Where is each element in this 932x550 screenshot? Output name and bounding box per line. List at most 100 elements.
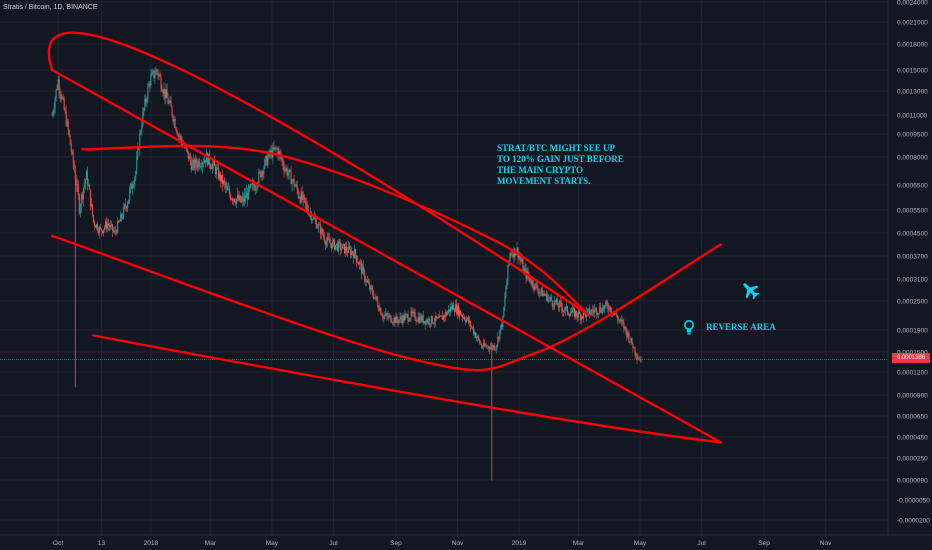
candle-body — [125, 204, 127, 208]
candle-body — [437, 317, 439, 319]
candle-body — [620, 319, 622, 321]
candle-body — [290, 171, 292, 185]
candle-body — [303, 195, 305, 198]
candle-body — [594, 309, 596, 313]
trend-arc — [81, 144, 591, 317]
candle-body — [362, 266, 364, 274]
candle-body — [551, 300, 553, 306]
candle-body — [484, 342, 486, 346]
candle-body — [332, 239, 334, 242]
candle-body — [379, 308, 381, 311]
candle-body — [539, 291, 541, 293]
candle-body — [179, 136, 181, 137]
candle-body — [185, 146, 187, 149]
candle-body — [606, 301, 608, 305]
candle-body — [364, 270, 366, 281]
candle-body — [53, 108, 55, 113]
candle-body — [85, 171, 87, 180]
candle-body — [369, 283, 371, 290]
candle-body — [300, 191, 302, 203]
candle-body — [310, 213, 312, 221]
candle-body — [327, 237, 329, 240]
candle-body — [629, 341, 631, 343]
candle-body — [76, 184, 78, 186]
candle-body — [281, 158, 283, 161]
x-tick-label: Sep — [390, 540, 402, 547]
candle-body — [230, 194, 232, 200]
candle-body — [236, 198, 238, 204]
candle-body — [123, 206, 125, 218]
candle-body — [158, 75, 160, 76]
candle-body — [262, 171, 264, 175]
candle-body — [159, 75, 161, 77]
candle-body — [249, 185, 251, 188]
candle-body — [515, 253, 517, 256]
candle-body — [374, 297, 376, 299]
candle-body — [136, 156, 138, 173]
candle-body — [157, 70, 159, 76]
candle-body — [487, 346, 489, 348]
x-tick-label: 13 — [98, 540, 106, 547]
candle-body — [114, 230, 116, 232]
candle-body — [545, 293, 547, 296]
candle-body — [494, 345, 496, 350]
candle-body — [441, 315, 443, 320]
candle-body — [486, 345, 488, 347]
y-tick-label: 0.0018000 — [897, 41, 928, 48]
candle-body — [217, 167, 219, 179]
candle-body — [495, 349, 497, 350]
x-axis: Oct 13 2018 Mar May Jul Sep Nov 2019 Mar May Jul Sep… — [0, 534, 932, 547]
candle-body — [298, 196, 300, 198]
candle-body — [632, 344, 634, 349]
candle-body — [613, 313, 615, 315]
candle-body — [302, 195, 304, 200]
candle-body — [77, 184, 79, 196]
candle-body — [197, 161, 199, 168]
candle-body — [235, 201, 237, 204]
symbol-title: Stratis / Bitcoin, 1D, BINANCE — [3, 4, 98, 11]
candle-body — [507, 265, 509, 281]
reverse-area-label: REVERSE AREA — [706, 322, 776, 332]
y-tick-label: -0.0000050 — [897, 497, 930, 504]
candle-body — [521, 259, 523, 262]
candle-body — [267, 156, 269, 166]
candle-body — [232, 198, 234, 201]
candle-body — [110, 224, 112, 228]
candle-body — [351, 251, 353, 256]
candle-body — [604, 305, 606, 310]
candle-body — [530, 281, 532, 285]
candle-body — [252, 182, 254, 185]
candle-body — [258, 172, 260, 184]
x-tick-label: Mar — [573, 540, 585, 547]
candle-body — [68, 130, 70, 136]
candle-body — [397, 320, 399, 323]
candle-body — [404, 314, 406, 321]
candle-body — [231, 198, 233, 200]
candle-body — [417, 316, 419, 322]
candle-body — [148, 83, 150, 87]
y-tick-label: -0.0000200 — [897, 517, 930, 524]
candle-body — [147, 86, 149, 100]
candle-body — [80, 194, 82, 207]
candle-body — [163, 88, 165, 94]
candle-body — [546, 293, 548, 302]
candle-body — [399, 316, 401, 320]
candle-body — [500, 324, 502, 330]
candle-body — [510, 253, 512, 255]
y-tick-label: 0.0005500 — [897, 207, 928, 214]
candle-body — [381, 314, 383, 317]
candle-body — [201, 162, 203, 167]
y-tick-label: 0.0011000 — [897, 112, 928, 119]
candle-body — [306, 204, 308, 211]
candle-body — [392, 322, 394, 324]
candle-body — [225, 183, 227, 187]
y-tick-label: 0.0003700 — [897, 253, 928, 260]
candle-body — [65, 111, 67, 126]
candle-body — [94, 225, 96, 228]
candle-body — [178, 135, 180, 137]
candle-body — [346, 246, 348, 252]
candle-body — [384, 315, 386, 317]
candle-body — [288, 169, 290, 174]
candle-body — [237, 195, 239, 199]
